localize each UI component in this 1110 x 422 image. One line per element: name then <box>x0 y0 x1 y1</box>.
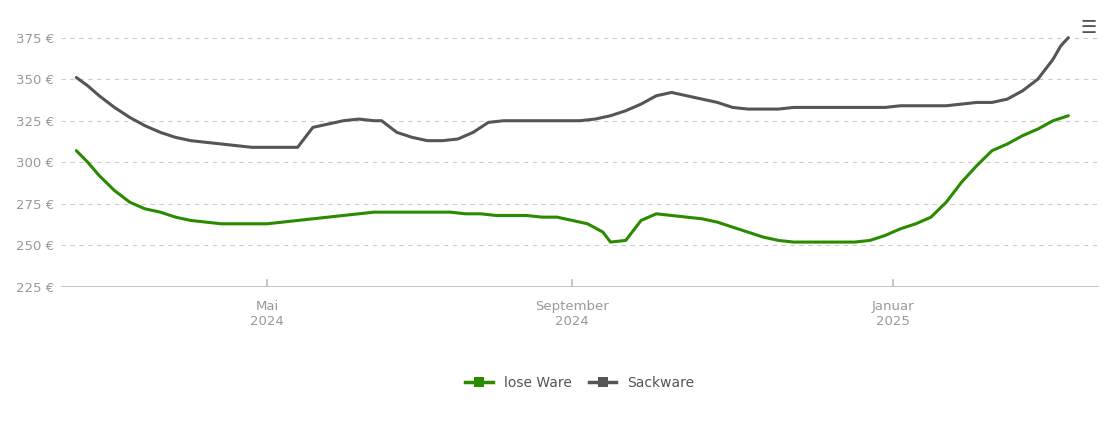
Text: September
2024: September 2024 <box>535 300 609 328</box>
Text: Januar
2025: Januar 2025 <box>871 300 915 328</box>
Text: Mai
2024: Mai 2024 <box>250 300 284 328</box>
Text: ☰: ☰ <box>1080 19 1097 37</box>
Legend: lose Ware, Sackware: lose Ware, Sackware <box>460 370 700 395</box>
